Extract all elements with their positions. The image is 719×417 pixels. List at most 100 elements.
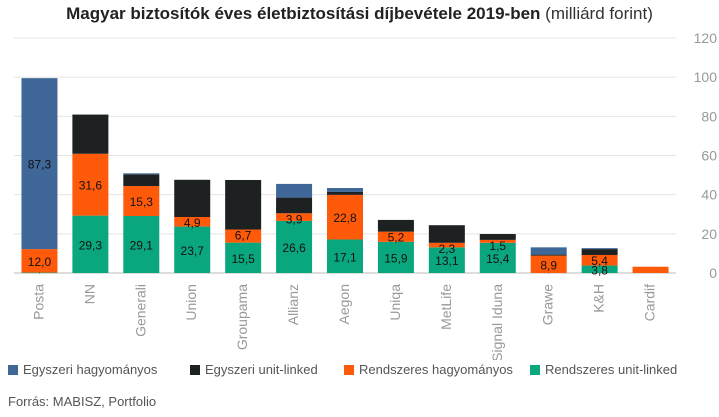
bar-segment — [581, 248, 618, 250]
bar-segment — [72, 153, 109, 216]
source-note: Forrás: MABISZ, Portfolio — [8, 394, 157, 409]
bar-segment — [276, 220, 313, 273]
data-label: 87,3 — [28, 158, 52, 172]
bar-segment — [21, 249, 58, 273]
x-tick-label: Allianz — [285, 284, 301, 325]
bar-segment — [21, 78, 58, 250]
legend-label: Egyszeri hagyományos — [23, 362, 158, 377]
bar-segment — [428, 242, 465, 248]
bar-segment — [276, 183, 313, 198]
x-tick-label: K&H — [591, 284, 607, 313]
data-label: 22,8 — [333, 211, 357, 225]
y-tick-label: 100 — [694, 69, 718, 85]
data-label: 29,3 — [79, 238, 103, 252]
bar-segment — [174, 226, 211, 273]
bar-segment — [377, 231, 414, 242]
bar-segment — [581, 265, 618, 273]
bar-segment — [174, 179, 211, 217]
data-label: 12,0 — [28, 255, 52, 269]
bar-segment — [327, 239, 363, 273]
legend-item: Rendszeres hagyományos — [344, 362, 513, 377]
bar-segment — [327, 191, 363, 195]
bar-segment — [276, 197, 313, 214]
data-label: 5,2 — [388, 231, 405, 245]
legend-label: Rendszeres unit-linked — [545, 362, 678, 377]
data-label: 15,3 — [130, 195, 154, 209]
data-label: 15,4 — [486, 252, 510, 266]
bar-segment — [632, 266, 669, 273]
stacked-bar-chart: 0204060801001200,212,087,3Posta29,331,6N… — [14, 30, 718, 360]
y-tick-label: 80 — [701, 108, 717, 124]
bar-segment — [225, 229, 262, 243]
bar-segment — [276, 213, 313, 221]
legend-swatch — [8, 364, 18, 375]
bar-segment — [479, 239, 516, 243]
bar-segment — [123, 216, 160, 273]
data-label: 6,7 — [235, 229, 252, 243]
data-label: 5,4 — [591, 254, 608, 268]
y-tick-label: 40 — [701, 187, 717, 203]
data-label: 29,1 — [130, 239, 154, 253]
data-label: 31,6 — [79, 179, 103, 193]
x-tick-label: Uniqa — [387, 284, 403, 321]
legend-item: Rendszeres unit-linked — [530, 362, 677, 377]
y-tick-label: 20 — [701, 226, 717, 242]
bar-segment — [21, 272, 58, 274]
legend-label: Rendszeres hagyományos — [359, 362, 513, 377]
legend-label: Egyszeri unit-linked — [205, 362, 318, 377]
x-tick-label: Generali — [132, 284, 148, 337]
bar-segment — [225, 179, 262, 230]
bar-segment — [581, 249, 618, 255]
chart-legend: Egyszeri hagyományos Egyszeri unit-linked… — [8, 362, 719, 380]
legend-swatch — [530, 364, 540, 375]
bar-segment — [225, 242, 262, 273]
x-tick-label: Groupama — [234, 284, 250, 350]
data-label: 2,3 — [439, 242, 456, 256]
data-label: 8,9 — [540, 258, 557, 272]
bar-segment — [72, 114, 109, 154]
bar-segment — [327, 194, 363, 240]
x-tick-label: Posta — [30, 284, 46, 320]
bar-segment — [479, 234, 516, 240]
x-tick-label: MetLife — [438, 284, 454, 330]
bar-segment — [530, 255, 567, 273]
data-label: 17,1 — [333, 250, 357, 264]
bar-segment — [72, 215, 109, 273]
data-label: 3,9 — [286, 212, 303, 226]
chart-title-main: Magyar biztosítók éves életbiztosítási d… — [66, 4, 541, 23]
x-tick-label: Aegon — [336, 284, 352, 324]
legend-item: Egyszeri unit-linked — [190, 362, 318, 377]
chart-title-unit: (milliárd forint) — [545, 4, 653, 23]
bar-segment — [123, 174, 160, 187]
x-tick-label: Signal Iduna — [489, 284, 505, 360]
bar-segment — [428, 247, 465, 273]
data-label: 13,1 — [435, 254, 459, 268]
legend-item: Egyszeri hagyományos — [8, 362, 157, 377]
legend-swatch — [190, 364, 200, 375]
x-tick-label: Grawe — [540, 284, 556, 325]
x-tick-label: Cardif — [642, 284, 658, 321]
x-tick-label: Union — [183, 284, 199, 321]
data-label: 3,8 — [591, 263, 608, 277]
data-label: 15,5 — [231, 252, 255, 266]
bar-segment — [123, 186, 160, 217]
data-label: 1,5 — [489, 239, 506, 253]
bar-segment — [377, 219, 414, 232]
bar-segment — [530, 254, 567, 256]
bar-segment — [377, 241, 414, 273]
bar-segment — [530, 247, 567, 255]
legend-swatch — [344, 364, 354, 375]
y-tick-label: 120 — [694, 30, 718, 46]
data-label: 15,9 — [384, 251, 408, 265]
bar-segment — [123, 173, 160, 175]
y-tick-label: 60 — [701, 148, 717, 164]
y-tick-label: 0 — [709, 265, 717, 281]
bar-segment — [581, 254, 618, 266]
data-label: 26,6 — [282, 241, 306, 255]
chart-title: Magyar biztosítók éves életbiztosítási d… — [0, 4, 719, 24]
data-label: 23,7 — [181, 244, 205, 258]
data-label: 4,9 — [184, 216, 201, 230]
bar-segment — [428, 225, 465, 243]
bar-segment — [327, 188, 363, 192]
bar-segment — [479, 242, 516, 273]
